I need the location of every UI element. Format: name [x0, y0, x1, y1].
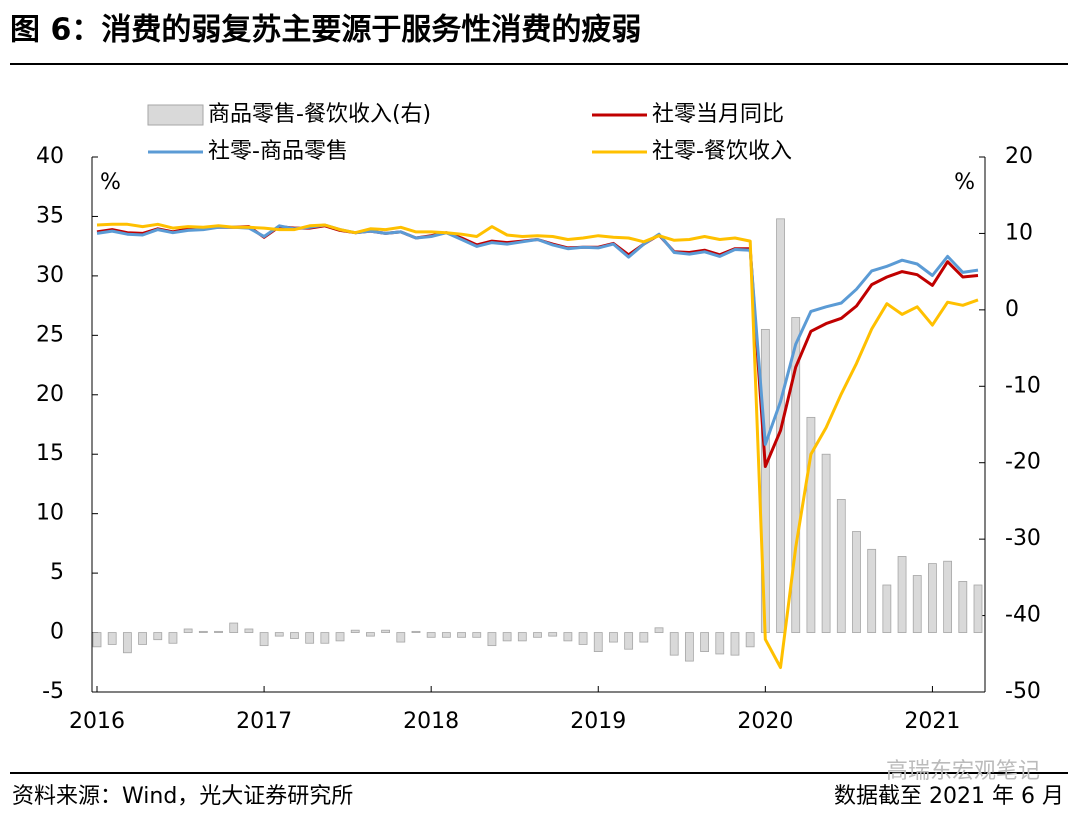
bar — [441, 632, 451, 638]
bar — [730, 632, 740, 656]
y-tick-label: 30 — [36, 263, 64, 288]
bar — [168, 632, 178, 644]
bar — [548, 632, 558, 637]
bar — [897, 556, 907, 633]
bar — [928, 563, 937, 633]
source: 资料来源：Wind，光大证券研究所 — [12, 784, 353, 809]
bar — [882, 584, 892, 633]
watermark: 高瑞东宏观笔记 — [886, 759, 1040, 784]
bar — [107, 632, 117, 645]
y-tick-label: 15 — [36, 441, 64, 466]
y2-tick-label: 10 — [1005, 220, 1033, 245]
y-tick-label: 10 — [36, 501, 64, 526]
bar — [609, 632, 618, 643]
bar — [153, 632, 163, 641]
x-tick-label: 2018 — [403, 709, 459, 734]
y-tick-label: 20 — [36, 382, 64, 407]
x-tick-label: 2019 — [570, 709, 626, 734]
y2-tick-label: -40 — [1005, 603, 1041, 628]
bar — [198, 630, 208, 633]
x-tick-label: 2017 — [236, 709, 292, 734]
y-tick-label: 40 — [36, 144, 64, 169]
bar — [852, 531, 861, 633]
bar — [973, 584, 983, 633]
bar — [122, 632, 132, 654]
bar — [381, 629, 391, 633]
bar — [411, 630, 421, 633]
bar — [867, 548, 877, 633]
y2-tick-label: -30 — [1005, 526, 1041, 551]
bar — [472, 632, 482, 638]
x-tick-label: 2020 — [737, 709, 793, 734]
legend-label: 社零当月同比 — [652, 102, 784, 127]
bar — [958, 581, 968, 633]
bar — [684, 632, 694, 662]
bar — [305, 632, 315, 644]
bar — [624, 632, 634, 650]
bar — [745, 632, 755, 648]
bar — [335, 632, 345, 642]
bar — [821, 453, 831, 633]
bar — [320, 632, 330, 644]
y-tick-label: 35 — [36, 203, 64, 228]
line — [96, 224, 979, 468]
bar — [350, 629, 360, 633]
bar — [578, 632, 588, 645]
legend-label: 社零-商品零售 — [208, 139, 348, 164]
bar — [912, 575, 922, 633]
bar — [274, 632, 284, 637]
y-tick-label: 0 — [50, 620, 64, 645]
y-tick-label: 5 — [50, 560, 64, 585]
y-tick-label: -5 — [42, 679, 64, 704]
x-tick-label: 2021 — [904, 709, 960, 734]
bar — [791, 317, 801, 633]
bar — [654, 627, 664, 633]
legend-label: 社零-餐饮收入 — [652, 139, 792, 164]
line — [96, 223, 979, 446]
bar — [426, 632, 436, 638]
bar — [92, 632, 102, 648]
bar — [244, 628, 254, 633]
legend-swatch — [147, 104, 204, 126]
bar — [396, 632, 406, 643]
bar — [639, 632, 649, 643]
bar — [183, 628, 193, 633]
bar — [502, 632, 512, 642]
bar — [806, 416, 816, 633]
legend-label: 商品零售-餐饮收入(右) — [208, 102, 431, 127]
bar — [366, 632, 375, 637]
x-tick-label: 2016 — [69, 709, 125, 734]
bar — [943, 560, 953, 633]
bar — [836, 498, 846, 633]
y2-tick-label: -10 — [1005, 373, 1041, 398]
bar — [457, 632, 466, 638]
bar — [669, 632, 679, 656]
bar — [533, 632, 542, 638]
y2-tick-label: 20 — [1005, 144, 1033, 169]
bar — [563, 632, 573, 642]
y2-unit: % — [954, 170, 975, 195]
line — [96, 222, 979, 669]
bar — [229, 622, 239, 633]
y2-tick-label: -20 — [1005, 450, 1041, 475]
note: 数据截至 2021 年 6 月 — [834, 784, 1064, 809]
bar — [138, 632, 147, 645]
y2-tick-label: 0 — [1005, 297, 1019, 322]
bar — [517, 632, 527, 642]
bar — [214, 630, 223, 633]
y-tick-label: 25 — [36, 322, 64, 347]
chart-title: 图 6：消费的弱复苏主要源于服务性消费的疲弱 — [10, 13, 641, 48]
bar — [593, 632, 603, 652]
bar — [290, 632, 299, 639]
bar — [487, 632, 497, 647]
bar — [715, 632, 725, 655]
bar — [259, 632, 269, 647]
y2-tick-label: -50 — [1005, 679, 1041, 704]
bar — [700, 632, 709, 652]
y-unit: % — [100, 170, 121, 195]
